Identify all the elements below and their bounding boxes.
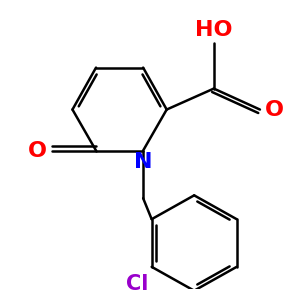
Text: Cl: Cl: [126, 274, 149, 295]
Text: O: O: [28, 140, 47, 160]
Text: HO: HO: [195, 20, 232, 40]
Text: N: N: [134, 152, 152, 172]
Text: O: O: [265, 100, 284, 119]
